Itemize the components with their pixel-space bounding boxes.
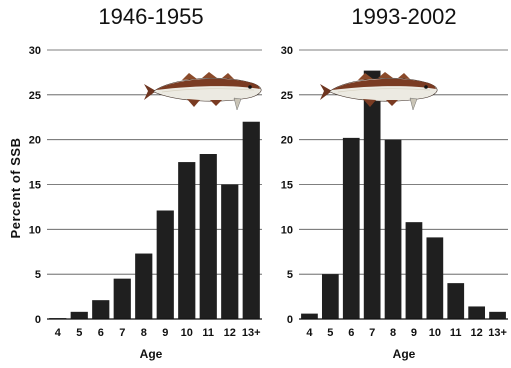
y-tick-label: 15 bbox=[29, 180, 41, 192]
bar-age-11 bbox=[199, 154, 217, 319]
bar-age-5 bbox=[321, 274, 339, 319]
bar-age-12 bbox=[221, 184, 239, 319]
x-axis-label-left: Age bbox=[140, 347, 163, 361]
y-tick-label: 0 bbox=[35, 314, 41, 326]
bar-age-13plus bbox=[242, 121, 260, 319]
x-tick-label: 10 bbox=[429, 327, 441, 339]
bar-age-4 bbox=[301, 313, 318, 319]
x-tick-label: 4 bbox=[306, 327, 313, 339]
bars-right bbox=[301, 70, 506, 320]
chart-left: 1946-1955 Percent of SSB 0 5 10 15 20 25 30 4 5… bbox=[8, 4, 262, 361]
cod-fish-image-left bbox=[143, 71, 262, 111]
bar-age-8 bbox=[135, 253, 153, 319]
x-tick-label: 9 bbox=[162, 327, 168, 339]
bar-age-9 bbox=[156, 210, 174, 319]
bar-age-7 bbox=[363, 70, 381, 320]
x-tick-label: 11 bbox=[202, 327, 214, 339]
x-tick-label: 11 bbox=[450, 327, 462, 339]
bar-age-12 bbox=[468, 306, 486, 319]
x-axis-label-right: Age bbox=[393, 347, 416, 361]
x-tick-label: 10 bbox=[181, 327, 193, 339]
y-tick-label: 20 bbox=[29, 135, 41, 147]
chart-title-left: 1946-1955 bbox=[98, 4, 203, 29]
y-ticks-left: 0 5 10 15 20 25 30 bbox=[29, 45, 41, 326]
y-ticks-right: 0 5 10 15 20 25 30 bbox=[281, 45, 293, 326]
x-tick-label: 8 bbox=[390, 327, 396, 339]
bars-left bbox=[49, 121, 260, 319]
x-tick-label: 5 bbox=[327, 327, 333, 339]
y-axis-label: Percent of SSB bbox=[8, 138, 23, 239]
bar-age-10 bbox=[426, 237, 444, 319]
bar-age-9 bbox=[405, 222, 423, 319]
x-tick-label: 4 bbox=[55, 327, 62, 339]
bar-age-13plus bbox=[489, 311, 506, 319]
x-tick-label: 13+ bbox=[242, 327, 261, 339]
x-tick-label: 12 bbox=[471, 327, 483, 339]
bar-age-8 bbox=[384, 139, 402, 319]
y-tick-label: 15 bbox=[281, 180, 293, 192]
y-tick-label: 5 bbox=[287, 269, 293, 281]
y-tick-label: 5 bbox=[35, 269, 41, 281]
bar-age-10 bbox=[178, 162, 196, 319]
y-tick-label: 30 bbox=[29, 45, 41, 57]
y-tick-label: 0 bbox=[287, 314, 293, 326]
y-tick-label: 25 bbox=[29, 90, 41, 102]
chart-right: 1993-2002 0 5 10 15 20 25 30 4 5 6 7 8 9 10 11 12 13+ A… bbox=[281, 4, 508, 361]
x-tick-label: 13+ bbox=[488, 327, 507, 339]
x-tick-label: 7 bbox=[369, 327, 375, 339]
x-tick-label: 9 bbox=[411, 327, 417, 339]
y-tick-label: 20 bbox=[281, 135, 293, 147]
bar-age-6 bbox=[92, 300, 110, 319]
chart-title-right: 1993-2002 bbox=[351, 4, 456, 29]
y-tick-label: 10 bbox=[281, 224, 293, 236]
y-tick-label: 30 bbox=[281, 45, 293, 57]
x-tick-label: 12 bbox=[224, 327, 236, 339]
x-tick-label: 8 bbox=[141, 327, 147, 339]
x-tick-labels-right: 4 5 6 7 8 9 10 11 12 13+ bbox=[306, 327, 506, 339]
y-tick-label: 10 bbox=[29, 224, 41, 236]
y-tick-label: 25 bbox=[281, 90, 293, 102]
bar-age-5 bbox=[70, 311, 88, 319]
bar-age-7 bbox=[113, 278, 131, 319]
x-tick-labels-left: 4 5 6 7 8 9 10 11 12 13+ bbox=[55, 327, 261, 339]
x-tick-label: 6 bbox=[348, 327, 354, 339]
x-tick-label: 7 bbox=[119, 327, 125, 339]
x-tick-label: 6 bbox=[98, 327, 104, 339]
x-tick-label: 5 bbox=[76, 327, 82, 339]
bar-age-11 bbox=[447, 283, 465, 319]
bar-age-6 bbox=[342, 137, 360, 319]
